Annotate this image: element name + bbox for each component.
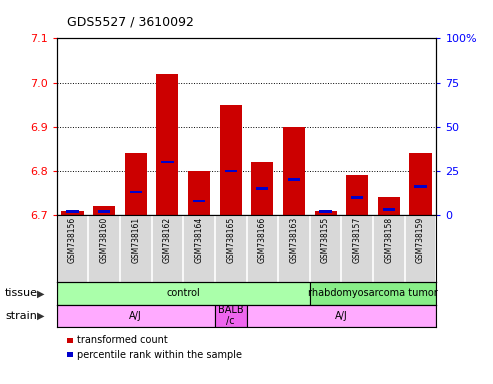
Text: GSM738160: GSM738160 [100, 217, 108, 263]
Text: percentile rank within the sample: percentile rank within the sample [77, 350, 242, 360]
Text: GSM738166: GSM738166 [258, 217, 267, 263]
Bar [193, 200, 205, 202]
Bar [288, 179, 300, 181]
Text: GSM738157: GSM738157 [352, 217, 362, 263]
Text: GSM738162: GSM738162 [163, 217, 172, 263]
Text: GDS5527 / 3610092: GDS5527 / 3610092 [67, 16, 193, 29]
Bar [161, 161, 174, 163]
Text: GSM738164: GSM738164 [195, 217, 204, 263]
Text: GSM738155: GSM738155 [321, 217, 330, 263]
Text: control: control [166, 288, 200, 298]
Bar [156, 74, 178, 215]
Bar [62, 211, 84, 215]
Text: GSM738163: GSM738163 [289, 217, 298, 263]
Bar [319, 210, 332, 213]
Bar [351, 196, 363, 199]
Bar [67, 210, 78, 213]
Bar [251, 162, 274, 215]
Text: rhabdomyosarcoma tumor: rhabdomyosarcoma tumor [308, 288, 438, 298]
Text: tissue: tissue [5, 288, 38, 298]
Bar [283, 127, 305, 215]
Bar [256, 187, 268, 190]
Text: ▶: ▶ [36, 311, 44, 321]
Text: A/J: A/J [335, 311, 348, 321]
Text: GSM738156: GSM738156 [68, 217, 77, 263]
Text: ▶: ▶ [36, 288, 44, 298]
Bar [415, 185, 426, 188]
Bar [310, 282, 436, 305]
Bar [188, 171, 210, 215]
Bar [346, 175, 368, 215]
Bar [383, 209, 395, 211]
Bar [409, 153, 431, 215]
Text: transformed count: transformed count [77, 335, 168, 345]
Bar [57, 305, 215, 327]
Text: GSM738158: GSM738158 [385, 217, 393, 263]
Text: strain: strain [5, 311, 37, 321]
Bar [225, 170, 237, 172]
Bar [93, 206, 115, 215]
Text: A/J: A/J [129, 311, 142, 321]
Bar [378, 197, 400, 215]
Text: GSM738159: GSM738159 [416, 217, 425, 263]
Bar [130, 191, 142, 194]
Text: GSM738161: GSM738161 [131, 217, 141, 263]
Bar [315, 211, 337, 215]
Text: BALB
/c: BALB /c [218, 305, 244, 326]
Bar [98, 210, 110, 213]
Bar [219, 105, 242, 215]
Bar [125, 153, 147, 215]
Bar [57, 282, 310, 305]
Bar [215, 305, 246, 327]
Bar [246, 305, 436, 327]
Text: GSM738165: GSM738165 [226, 217, 235, 263]
